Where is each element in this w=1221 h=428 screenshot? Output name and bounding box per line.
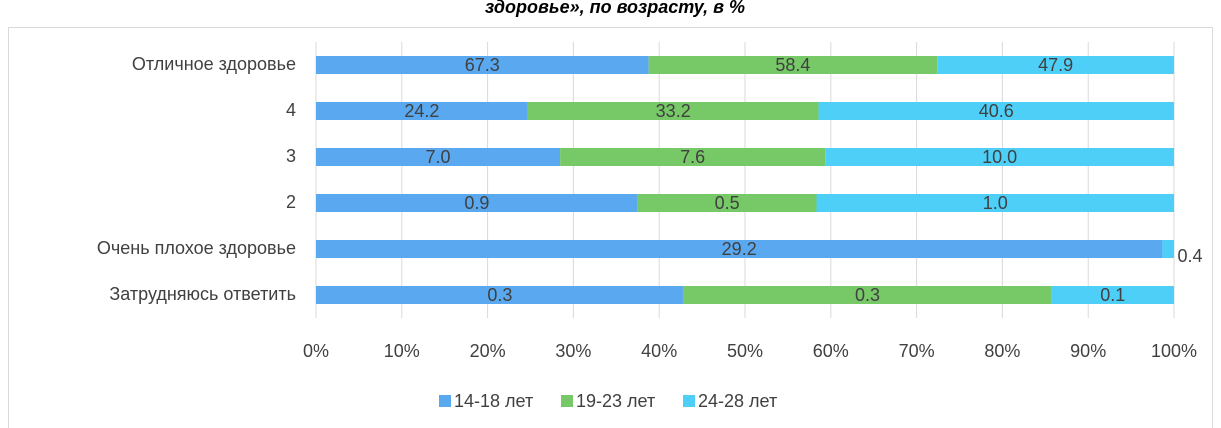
data-label: 1.0 [983,193,1008,213]
data-label: 67.3 [465,55,500,75]
y-tick-label: Очень плохое здоровье [97,238,296,258]
data-label: 0.1 [1100,285,1125,305]
bar-segment [316,240,1163,258]
x-tick-label: 40% [641,341,677,361]
y-tick-label: 3 [286,146,296,166]
bar-segment [316,148,561,166]
bar-segment [818,102,1174,120]
data-label: 40.6 [979,101,1014,121]
bar-segment [316,56,649,74]
y-tick-label: 4 [286,100,296,120]
data-label: 0.5 [715,193,740,213]
data-label: 10.0 [982,147,1017,167]
legend-label: 24-28 лет [698,391,777,411]
data-label: 7.6 [680,147,705,167]
y-tick-label: Отличное здоровье [132,54,296,74]
bar-segment [1051,286,1174,304]
bar-segment [637,194,817,212]
data-label: 29.2 [722,239,757,259]
bar-segment [937,56,1174,74]
y-tick-label: 2 [286,192,296,212]
data-label: 0.4 [1177,246,1202,266]
data-label: 33.2 [656,101,691,121]
data-label: 24.2 [404,101,439,121]
y-tick-label: Затрудняюсь ответить [109,284,296,304]
legend-swatch [561,395,573,407]
x-tick-label: 0% [303,341,329,361]
chart-border [8,27,1213,428]
legend-label: 19-23 лет [576,391,655,411]
x-tick-label: 100% [1151,341,1197,361]
x-tick-label: 90% [1070,341,1106,361]
data-label: 0.3 [487,285,512,305]
bar-segment [316,102,528,120]
bar-segment [816,194,1174,212]
x-tick-label: 80% [984,341,1020,361]
bar-segment [683,286,1052,304]
x-tick-label: 70% [899,341,935,361]
data-label: 0.3 [855,285,880,305]
x-tick-label: 60% [813,341,849,361]
chart-title: здоровье», по возрасту, в % [485,0,745,17]
x-tick-label: 10% [384,341,420,361]
bar-segment [825,148,1174,166]
data-label: 7.0 [426,147,451,167]
bar-segment [316,194,638,212]
bar-segment [527,102,819,120]
x-tick-label: 30% [555,341,591,361]
bar-segment [1162,240,1174,258]
legend-swatch [439,395,451,407]
legend-swatch [683,395,695,407]
x-tick-label: 20% [470,341,506,361]
x-tick-label: 50% [727,341,763,361]
data-label: 58.4 [775,55,810,75]
bar-segment [648,56,938,74]
bar-segment [560,148,826,166]
bar-segment [316,286,684,304]
data-label: 0.9 [464,193,489,213]
data-label: 47.9 [1038,55,1073,75]
legend-label: 14-18 лет [454,391,533,411]
